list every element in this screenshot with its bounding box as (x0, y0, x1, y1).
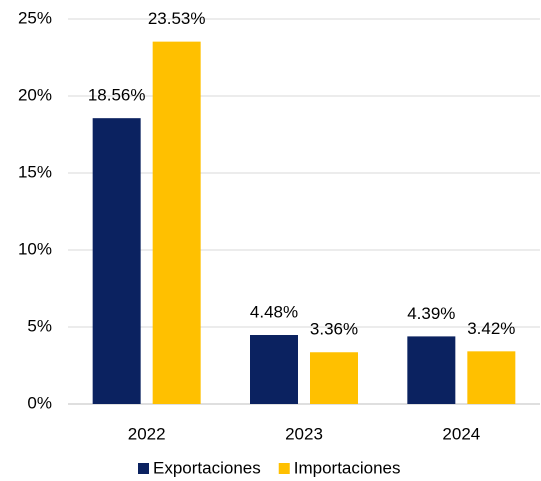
y-tick-label: 0% (27, 393, 52, 412)
value-label: 3.36% (310, 320, 358, 339)
y-tick-label: 20% (18, 85, 52, 104)
value-label: 4.48% (250, 302, 298, 321)
bar (310, 352, 358, 404)
legend-swatch (138, 463, 149, 474)
bar (92, 118, 141, 405)
bar (407, 336, 456, 404)
legend-label: Importaciones (294, 458, 401, 477)
value-label: 3.42% (467, 319, 515, 338)
y-tick-label: 10% (18, 239, 52, 258)
value-label: 18.56% (88, 86, 146, 105)
legend-swatch (278, 463, 290, 474)
y-tick-label: 25% (18, 8, 52, 27)
x-tick-label: 2022 (128, 424, 166, 443)
x-tick-label: 2023 (285, 424, 323, 443)
bar (152, 41, 201, 404)
bar (467, 351, 516, 404)
y-tick-label: 15% (18, 162, 52, 181)
y-tick-label: 5% (27, 316, 52, 335)
bar (250, 335, 298, 404)
value-label: 4.39% (407, 304, 455, 323)
legend-label: Exportaciones (153, 458, 261, 477)
value-label: 23.53% (148, 9, 206, 28)
x-tick-label: 2024 (442, 424, 480, 443)
